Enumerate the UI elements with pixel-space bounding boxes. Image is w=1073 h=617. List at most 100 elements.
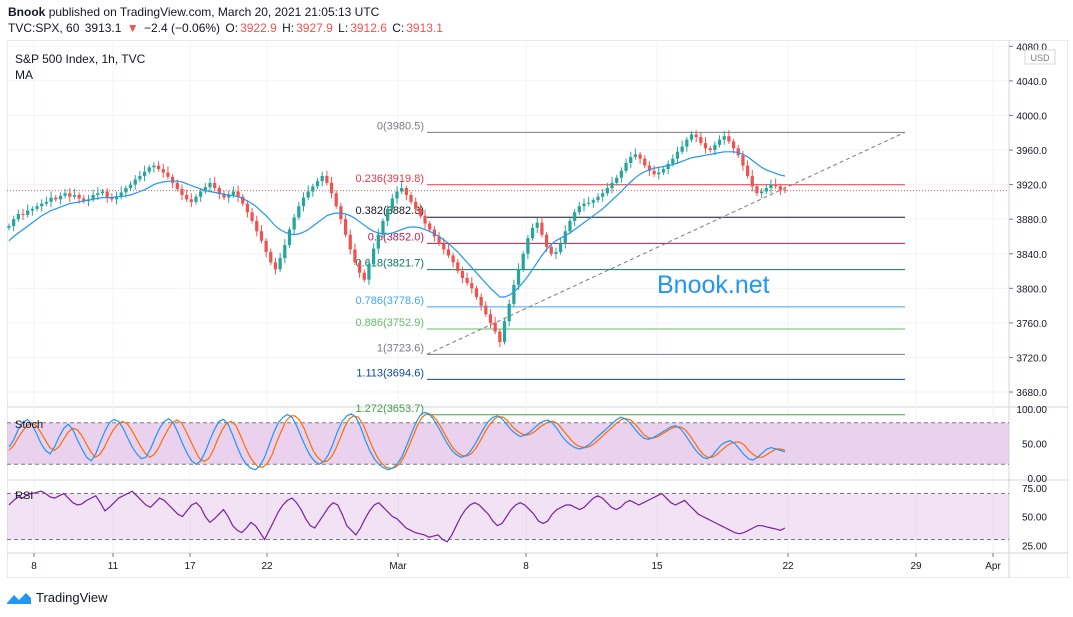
stoch-band xyxy=(7,422,1009,465)
low-value: 3912.6 xyxy=(350,21,387,35)
candle-body xyxy=(362,272,366,280)
stoch-tick-label: 100.00 xyxy=(1016,405,1047,416)
rsi-pane xyxy=(7,490,1009,543)
currency-badge xyxy=(1024,49,1056,65)
candle-body xyxy=(353,249,357,263)
candle-body xyxy=(222,194,226,198)
time-tick-label: 22 xyxy=(261,561,273,572)
candle-body xyxy=(414,201,418,209)
candle-body xyxy=(526,238,530,254)
candle-body xyxy=(657,172,661,175)
time-tick-label: 8 xyxy=(523,561,529,572)
candle-body xyxy=(647,165,652,171)
candle-body xyxy=(372,248,376,265)
price-axis[interactable]: 4080.0 4040.0 4000.0 3960.0 3920.0 3880.0 3840… xyxy=(1009,42,1047,399)
stoch-k-line xyxy=(8,411,786,471)
candle-body xyxy=(100,191,105,194)
stoch-d-line xyxy=(8,413,786,469)
candle-body xyxy=(680,146,684,152)
candle-body xyxy=(488,314,493,323)
candle-body xyxy=(119,192,123,197)
candle-body xyxy=(479,296,483,306)
candle-body xyxy=(245,203,250,213)
candle-body xyxy=(507,303,511,322)
candle-body xyxy=(717,139,722,145)
close-value: 3913.1 xyxy=(406,21,443,35)
candle-body xyxy=(255,220,259,232)
candle-body xyxy=(437,236,441,244)
time-axis[interactable]: 8 11 17 22 Mar 8 15 22 29 Apr xyxy=(31,553,1001,572)
fib-level-label: 0.886(3752.9) xyxy=(356,317,425,329)
candle-body xyxy=(105,191,109,198)
candle-body xyxy=(334,193,338,207)
candle-body xyxy=(325,175,329,183)
candle-body xyxy=(736,148,740,156)
candle-body xyxy=(549,246,553,254)
publish-line: Bnook published on TradingView.com, Marc… xyxy=(8,4,445,20)
candle-body xyxy=(694,134,698,138)
candle-body xyxy=(77,194,81,199)
candle-body xyxy=(554,252,558,254)
candle-body xyxy=(530,227,535,239)
candle-body xyxy=(72,194,77,197)
candle-body xyxy=(619,170,624,178)
price-tick-label: 3880.0 xyxy=(1016,215,1047,226)
candle-body xyxy=(180,188,184,195)
candle-body xyxy=(409,194,413,202)
fib-level-label: 0(3980.5) xyxy=(377,120,424,132)
candle-body xyxy=(236,191,240,197)
candle-body xyxy=(629,156,633,163)
footer-brand[interactable]: TradingView xyxy=(36,590,108,605)
stoch-label[interactable]: Stoch xyxy=(15,419,43,431)
price-chart[interactable]: 0(3980.5) 0.236(3919.8) 0.382(3882.3) 0.5(3… xyxy=(6,39,1069,579)
candle-body xyxy=(689,134,694,140)
candle-body xyxy=(147,167,151,172)
time-tick-label: 15 xyxy=(651,561,663,572)
candle-body xyxy=(315,181,320,187)
candle-body xyxy=(227,194,231,198)
candle-body xyxy=(306,191,310,198)
candle-body xyxy=(213,182,217,189)
candles xyxy=(7,130,787,348)
candle-body xyxy=(278,258,282,270)
rsi-tick-label: 75.00 xyxy=(1022,484,1047,495)
fib-level-label: 0.5(3852.0) xyxy=(368,231,424,243)
candle-body xyxy=(432,229,437,237)
candle-body xyxy=(259,231,264,241)
currency-label: USD xyxy=(1030,53,1050,63)
candle-body xyxy=(250,212,254,221)
candle-body xyxy=(189,199,193,202)
candle-body xyxy=(727,136,731,142)
candle-body xyxy=(128,184,133,189)
price-tick-label: 4080.0 xyxy=(1016,42,1047,53)
candle-body xyxy=(652,170,656,175)
symbol-label: TVC:SPX, 60 xyxy=(8,21,80,35)
rsi-tick-label: 25.00 xyxy=(1022,541,1047,552)
candle-body xyxy=(152,165,156,168)
fib-level-label: 0.236(3919.8) xyxy=(356,173,425,185)
watermark-text: Bnook.net xyxy=(657,271,770,299)
rsi-label[interactable]: RSI xyxy=(15,490,33,502)
candle-body xyxy=(63,193,67,196)
candle-body xyxy=(460,271,465,278)
candle-body xyxy=(156,165,161,170)
candle-body xyxy=(175,182,179,189)
ma-legend-label[interactable]: MA xyxy=(15,68,33,82)
candle-body xyxy=(750,175,754,187)
candle-body xyxy=(241,196,245,204)
candle-body xyxy=(30,208,34,211)
candle-body xyxy=(675,151,680,159)
trend-line[interactable] xyxy=(426,131,906,355)
price-tick-label: 4000.0 xyxy=(1016,111,1047,122)
candle-body xyxy=(44,201,49,204)
candle-body xyxy=(451,255,455,263)
candle-body xyxy=(428,223,432,230)
candle-body xyxy=(591,200,595,203)
candle-body xyxy=(577,206,581,213)
time-tick-label: Mar xyxy=(389,561,407,572)
stoch-axis: 100.00 50.00 0.00 xyxy=(1016,405,1047,485)
candle-body xyxy=(745,165,750,176)
chart-area[interactable]: 0(3980.5) 0.236(3919.8) 0.382(3882.3) 0.5(3… xyxy=(6,39,1069,579)
author-name[interactable]: Bnook xyxy=(8,5,46,19)
rsi-line xyxy=(8,490,786,543)
